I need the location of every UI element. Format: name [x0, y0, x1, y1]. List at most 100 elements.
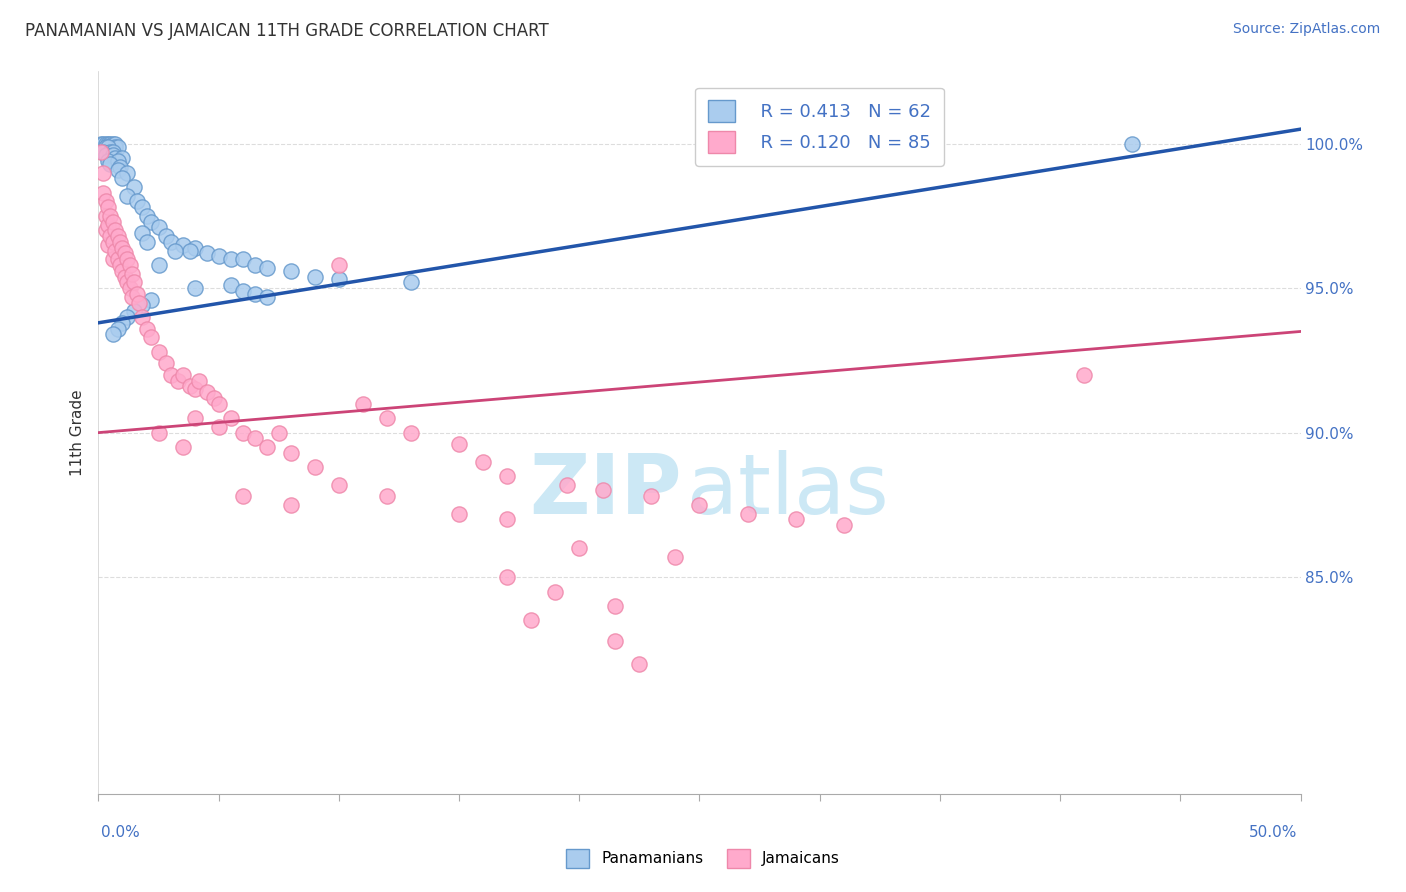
Point	[472, 454, 495, 468]
Point	[689, 498, 711, 512]
Point	[219, 252, 242, 267]
Point	[640, 489, 662, 503]
Point	[267, 425, 290, 440]
Point	[100, 157, 122, 171]
Point	[592, 483, 614, 498]
Point	[104, 139, 127, 153]
Point	[101, 252, 124, 267]
Point	[256, 440, 278, 454]
Point	[628, 657, 651, 671]
Point	[104, 136, 127, 151]
Point	[208, 397, 231, 411]
Point	[94, 136, 117, 151]
Point	[117, 188, 139, 202]
Point	[135, 209, 157, 223]
Point	[280, 446, 302, 460]
Point	[447, 507, 470, 521]
Point	[1121, 136, 1143, 151]
Point	[125, 286, 148, 301]
Point	[101, 214, 124, 228]
Point	[107, 162, 129, 177]
Point	[108, 160, 131, 174]
Point	[90, 145, 112, 160]
Point	[544, 584, 567, 599]
Point	[94, 194, 117, 209]
Point	[100, 145, 122, 160]
Point	[183, 382, 205, 396]
Point	[166, 374, 188, 388]
Point	[128, 295, 150, 310]
Point	[195, 246, 218, 260]
Point	[107, 252, 129, 267]
Point	[114, 246, 136, 260]
Point	[232, 425, 254, 440]
Point	[104, 244, 127, 258]
Point	[135, 235, 157, 249]
Point	[101, 327, 124, 342]
Text: 0.0%: 0.0%	[101, 825, 141, 839]
Point	[111, 171, 134, 186]
Point	[304, 460, 326, 475]
Point	[111, 151, 134, 165]
Y-axis label: 11th Grade: 11th Grade	[70, 389, 86, 476]
Point	[447, 437, 470, 451]
Point	[117, 252, 139, 267]
Point	[188, 374, 211, 388]
Point	[91, 136, 114, 151]
Text: 50.0%: 50.0%	[1250, 825, 1298, 839]
Point	[121, 267, 143, 281]
Point	[118, 258, 141, 272]
Point	[121, 290, 143, 304]
Point	[118, 281, 141, 295]
Point	[100, 229, 122, 244]
Point	[100, 209, 122, 223]
Point	[141, 330, 163, 344]
Point	[155, 229, 177, 244]
Point	[104, 223, 127, 237]
Point	[101, 148, 124, 162]
Point	[179, 379, 201, 393]
Point	[117, 310, 139, 324]
Point	[183, 241, 205, 255]
Point	[159, 368, 181, 382]
Point	[155, 356, 177, 370]
Point	[555, 477, 578, 491]
Point	[328, 272, 350, 286]
Point	[94, 209, 117, 223]
Point	[172, 440, 194, 454]
Point	[159, 235, 181, 249]
Point	[183, 411, 205, 425]
Point	[97, 153, 120, 168]
Point	[107, 153, 129, 168]
Point	[148, 258, 170, 272]
Point	[131, 226, 153, 240]
Point	[202, 391, 225, 405]
Point	[399, 425, 422, 440]
Point	[94, 148, 117, 162]
Point	[280, 264, 302, 278]
Text: atlas: atlas	[688, 450, 889, 531]
Point	[94, 223, 117, 237]
Point	[111, 264, 134, 278]
Point	[243, 258, 266, 272]
Point	[107, 229, 129, 244]
Point	[141, 214, 163, 228]
Text: Source: ZipAtlas.com: Source: ZipAtlas.com	[1233, 22, 1381, 37]
Point	[243, 431, 266, 445]
Point	[131, 200, 153, 214]
Point	[179, 244, 201, 258]
Point	[131, 310, 153, 324]
Point	[256, 290, 278, 304]
Point	[219, 411, 242, 425]
Point	[125, 194, 148, 209]
Point	[1073, 368, 1095, 382]
Point	[90, 136, 112, 151]
Point	[243, 286, 266, 301]
Point	[107, 321, 129, 335]
Point	[568, 541, 591, 556]
Point	[520, 614, 543, 628]
Point	[111, 316, 134, 330]
Point	[304, 269, 326, 284]
Point	[232, 489, 254, 503]
Point	[496, 469, 519, 483]
